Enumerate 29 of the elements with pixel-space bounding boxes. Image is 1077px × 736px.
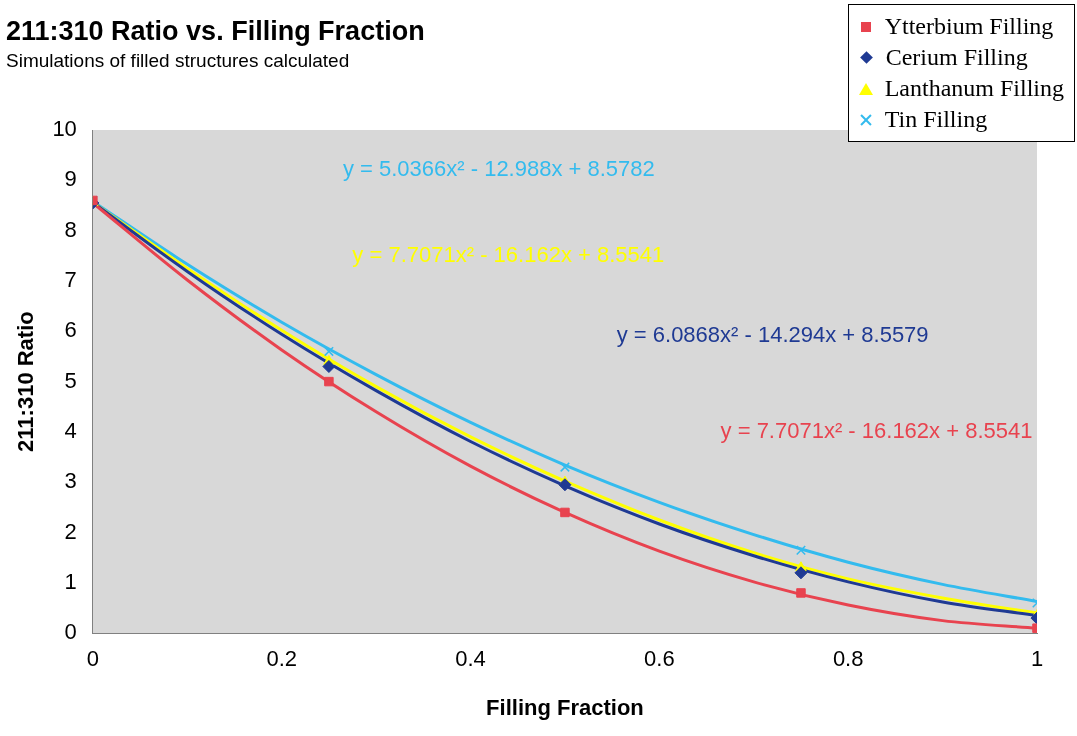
y-tick-label: 2 bbox=[64, 518, 77, 544]
y-tick-label: 10 bbox=[52, 116, 77, 142]
x-tick-label: 1 bbox=[1030, 646, 1044, 672]
x-axis-title: Filling Fraction bbox=[486, 694, 644, 720]
y-tick-label: 4 bbox=[64, 417, 77, 443]
y-tick-label: 9 bbox=[64, 166, 77, 192]
x-tick-label: 0 bbox=[86, 646, 99, 672]
y-tick-label: 0 bbox=[64, 619, 77, 645]
legend-label: Cerium Filling bbox=[885, 44, 1028, 71]
y-tick-label: 8 bbox=[64, 216, 77, 242]
y-tick-label: 5 bbox=[64, 367, 77, 393]
legend-label: Ytterbium Filling bbox=[884, 13, 1054, 40]
x-tick-label: 0.6 bbox=[644, 646, 675, 672]
y-tick-label: 1 bbox=[64, 568, 77, 594]
y-tick-label: 6 bbox=[64, 317, 77, 343]
legend-label: Lanthanum Filling bbox=[884, 75, 1064, 102]
x-tick-label: 0.2 bbox=[266, 646, 297, 672]
legend-label: Tin Filling bbox=[884, 106, 988, 133]
annotation: y = 7.7071x² - 16.162x + 8.5541 bbox=[352, 241, 665, 267]
y-tick-label: 7 bbox=[64, 267, 77, 293]
x-tick-label: 0.8 bbox=[832, 646, 864, 672]
annotation: y = 6.0868x² - 14.294x + 8.5579 bbox=[616, 322, 929, 348]
y-axis-title: 211:310 Ratio bbox=[13, 311, 39, 452]
annotation: y = 7.7071x² - 16.162x + 8.5541 bbox=[720, 417, 1033, 443]
chart-subtitle: Simulations of filled structures calculated bbox=[6, 50, 350, 72]
y-tick-label: 3 bbox=[64, 468, 77, 494]
chart-title: 211:310 Ratio vs. Filling Fraction bbox=[6, 16, 425, 47]
x-tick-label: 0.4 bbox=[455, 646, 486, 672]
annotation: y = 5.0366x² - 12.988x + 8.5782 bbox=[342, 156, 655, 182]
